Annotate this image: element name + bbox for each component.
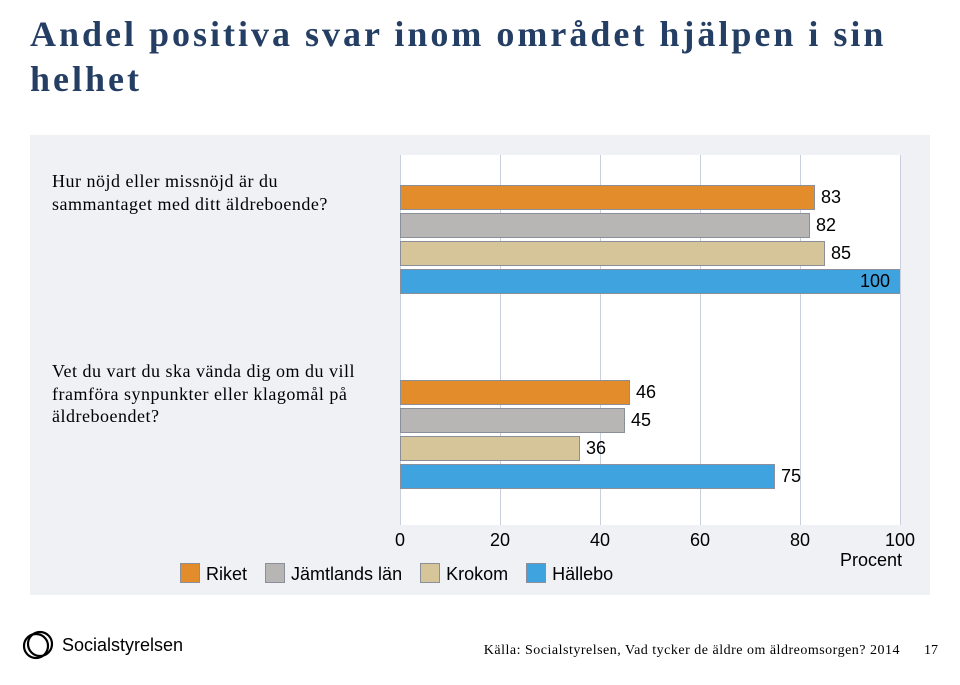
x-tick: 100 [885,530,915,551]
legend-swatch [526,563,546,583]
bar-hällebo [400,464,775,489]
bar-value: 82 [816,215,836,236]
plot-area: 83 82 85 100 46 45 36 75 [400,155,900,525]
x-tick: 40 [590,530,610,551]
legend-label: Krokom [446,564,508,584]
gridline [900,155,901,525]
bar-krokom [400,241,825,266]
bar-riket [400,380,630,405]
bar-value: 85 [831,243,851,264]
page-title: Andel positiva svar inom området hjälpen… [30,12,930,102]
legend-swatch [180,563,200,583]
legend-label: Hällebo [552,564,613,584]
bar-riket [400,185,815,210]
bar-value: 83 [821,187,841,208]
legend-item: Jämtlands län [265,563,402,585]
legend-item: Krokom [420,563,508,585]
x-tick: 80 [790,530,810,551]
bar-value: 46 [636,382,656,403]
x-tick-labels: 020406080100 [400,530,900,554]
bar-jämtlands-län [400,213,810,238]
footer-logo: Socialstyrelsen [22,626,212,667]
bar-value: 100 [860,271,890,292]
x-tick: 20 [490,530,510,551]
chart-panel: 83 82 85 100 46 45 36 75 0 20 40 60 80 100 Procent H… [30,135,930,595]
bar-value: 36 [586,438,606,459]
page-number: 17 [924,643,938,659]
bar-hällebo [400,269,900,294]
question-1-label: Hur nöjd eller missnöjd är du sammantage… [52,170,382,215]
legend: Riket Jämtlands län Krokom Hällebo [180,560,613,588]
footer-source: Källa: Socialstyrelsen, Vad tycker de äl… [484,643,900,659]
legend-item: Hällebo [526,563,613,585]
svg-text:Socialstyrelsen: Socialstyrelsen [62,635,183,655]
bar-krokom [400,436,580,461]
legend-item: Riket [180,563,247,585]
legend-swatch [265,563,285,583]
x-axis-title: Procent [840,550,902,571]
x-tick: 0 [395,530,405,551]
x-tick: 60 [690,530,710,551]
legend-swatch [420,563,440,583]
legend-label: Jämtlands län [291,564,402,584]
question-2-label: Vet du vart du ska vända dig om du vill … [52,360,392,428]
legend-label: Riket [206,564,247,584]
bar-value: 45 [631,410,651,431]
bar-value: 75 [781,466,801,487]
bar-jämtlands-län [400,408,625,433]
